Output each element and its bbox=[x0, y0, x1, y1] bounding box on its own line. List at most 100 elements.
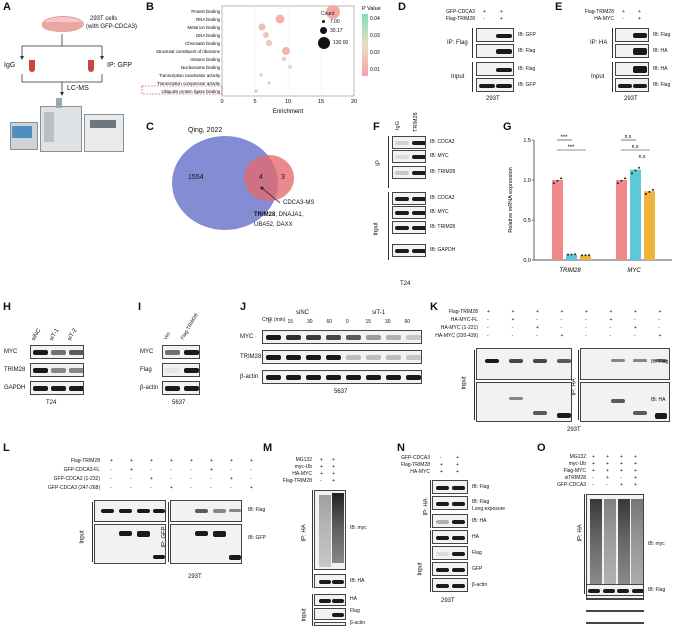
bracket bbox=[312, 490, 313, 588]
bubble-rna-binding bbox=[275, 14, 285, 24]
blot bbox=[615, 62, 649, 76]
protein-band bbox=[394, 226, 409, 230]
row-label: GFP-CDCA3-FL bbox=[63, 467, 100, 473]
ib-label: IB: HA bbox=[651, 397, 666, 403]
cell-line-label: 293T bbox=[441, 598, 455, 604]
protein-band bbox=[631, 589, 643, 593]
x-tick-label: 15 bbox=[318, 99, 324, 105]
cells-label: 293T cells bbox=[90, 16, 118, 22]
bar bbox=[630, 169, 641, 260]
panel-label-d: D bbox=[398, 1, 406, 13]
sign: + bbox=[609, 309, 613, 315]
go-term-label: DNA binding bbox=[196, 33, 220, 38]
panel-label-a: A bbox=[3, 1, 11, 13]
protein-band bbox=[265, 375, 281, 380]
ubiquitin-smear bbox=[332, 493, 344, 563]
ib-label: IB: TRIM28 bbox=[430, 224, 456, 230]
panel-label-j: J bbox=[240, 301, 247, 313]
count-legend-dot-mid bbox=[320, 27, 327, 34]
protein-band bbox=[509, 397, 523, 400]
row-label: Flag-MYC bbox=[563, 468, 586, 474]
protein-band bbox=[394, 171, 409, 175]
sign: + bbox=[606, 468, 609, 474]
blot bbox=[580, 382, 670, 422]
sign: - bbox=[487, 325, 489, 331]
venn-count-2: 3 bbox=[281, 174, 285, 181]
sign: + bbox=[150, 476, 153, 482]
row-label: β-actin bbox=[240, 374, 259, 380]
panel-label-i: I bbox=[138, 301, 142, 313]
sign: - bbox=[130, 476, 132, 482]
sign: + bbox=[170, 458, 173, 464]
sign: - bbox=[190, 485, 192, 491]
protein-band bbox=[385, 355, 401, 360]
sign: - bbox=[609, 333, 612, 339]
ib-label: IB: TRIM28 bbox=[430, 169, 456, 175]
row-label: GFP-CDCA3 bbox=[401, 455, 430, 461]
venn-genes-line1: TRIM28, DNAJA1, bbox=[254, 212, 303, 218]
ib-label: IB: Flag bbox=[518, 48, 536, 54]
sign: - bbox=[250, 476, 252, 482]
protein-band bbox=[332, 599, 344, 603]
bubble-metal-ion-binding bbox=[258, 23, 266, 31]
protein-band bbox=[405, 355, 421, 360]
panel-label-e: E bbox=[555, 1, 563, 13]
panel-label-h: H bbox=[3, 301, 11, 313]
venn-genes-line2: UBA52, DAXX bbox=[254, 222, 293, 228]
protein-band bbox=[165, 350, 180, 355]
sign: + bbox=[190, 458, 193, 464]
protein-band bbox=[655, 413, 667, 419]
sign: - bbox=[110, 467, 112, 473]
blot bbox=[314, 594, 346, 606]
blot bbox=[476, 348, 572, 380]
pvalue-colorbar bbox=[362, 14, 368, 76]
sign: + bbox=[130, 458, 133, 464]
x-category-label: MYC bbox=[627, 268, 641, 274]
ib-label: IB: GFP bbox=[518, 32, 536, 38]
time-label: 60 bbox=[404, 319, 411, 325]
protein-band bbox=[265, 335, 281, 340]
protein-band bbox=[101, 509, 114, 513]
sig-label: n.s bbox=[625, 134, 632, 140]
protein-band bbox=[285, 375, 301, 380]
venn-count-overlap: 4 bbox=[259, 174, 263, 181]
blot bbox=[476, 62, 514, 76]
data-point bbox=[588, 254, 590, 257]
sign: + bbox=[606, 461, 609, 467]
sign: + bbox=[332, 464, 335, 470]
sign: - bbox=[634, 333, 636, 339]
sign: - bbox=[110, 476, 112, 482]
blot bbox=[586, 598, 644, 600]
bubble-corepressor bbox=[267, 81, 271, 85]
protein-band bbox=[325, 355, 341, 360]
sign: + bbox=[250, 458, 253, 464]
sign: + bbox=[658, 309, 662, 315]
data-point bbox=[617, 182, 619, 185]
ib-label: IB: Flag bbox=[472, 484, 490, 490]
b-xlabel: Enrichment bbox=[273, 109, 304, 115]
protein-band bbox=[509, 359, 523, 363]
ib-label: IB: Flag bbox=[648, 587, 666, 593]
blot bbox=[392, 221, 426, 234]
data-point bbox=[567, 253, 569, 256]
blot bbox=[432, 546, 468, 560]
sign: - bbox=[483, 16, 485, 22]
data-point bbox=[560, 177, 562, 180]
go-term-label: Structural constituent of ribosome bbox=[156, 49, 221, 54]
time-label: 0 bbox=[346, 319, 349, 325]
ubiquitin-smear bbox=[604, 499, 616, 595]
sign: - bbox=[440, 455, 442, 461]
venn-pointer-line bbox=[260, 186, 281, 204]
sign: + bbox=[606, 475, 609, 481]
sig-label: n.s bbox=[639, 154, 646, 160]
row-label: HA-MYC (1-221) bbox=[440, 325, 478, 331]
ib-label: IB: CDCA3 bbox=[430, 195, 455, 201]
pvalue-tick-label: 0.03 bbox=[370, 33, 380, 39]
sign: - bbox=[620, 475, 622, 481]
row-label: Flag bbox=[140, 367, 152, 373]
count-legend-dot-small bbox=[322, 20, 325, 23]
protein-band bbox=[345, 355, 361, 360]
sign: + bbox=[230, 458, 233, 464]
data-point bbox=[634, 169, 637, 172]
lcms-label: LC-MS bbox=[67, 85, 89, 92]
